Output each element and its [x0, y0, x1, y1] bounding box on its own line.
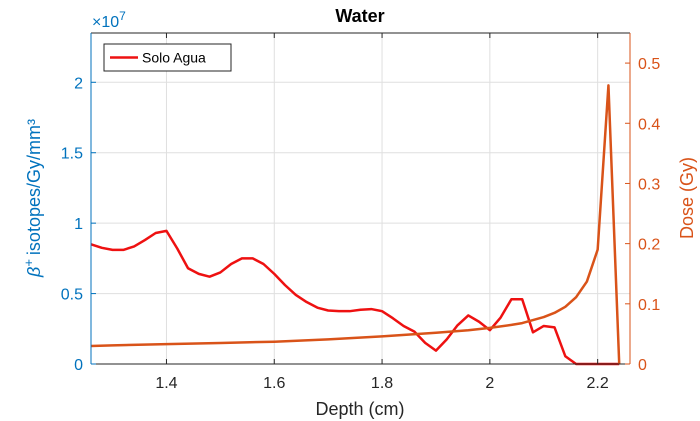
y-left-tick-label-3: 1.5: [61, 146, 83, 163]
x-tick-label-2: 1.8: [371, 375, 393, 392]
chart-title: Water: [335, 6, 384, 26]
y-right-tick-label-0: 0: [638, 357, 647, 374]
series-line-solo-agua: [91, 229, 620, 366]
series-layer: [91, 84, 621, 366]
y-right-tick-label-1: 0.1: [638, 297, 660, 314]
y-left-tick-label-0: 0: [74, 357, 83, 374]
left-axis-multiplier-exponent: 7: [119, 9, 126, 23]
y-right-tick-label-3: 0.3: [638, 176, 660, 193]
y-axis-right-label: Dose (Gy): [677, 157, 697, 239]
y-left-tick-label-2: 1: [74, 216, 83, 233]
x-tick-label-0: 1.4: [155, 375, 177, 392]
y-axis-left-label-superscript: +: [21, 259, 36, 267]
y-axis-left-label-text: isotopes/Gy/mm³: [24, 119, 44, 255]
tick-labels: 1.4 1.6 1.8 2 2.2 0 0.5 1 1.5 2 0 0.1 0.2 0.3 0.4 0.5: [61, 56, 661, 392]
legend-entry-solo-agua: Solo Agua: [142, 50, 206, 66]
x-axis-label: Depth (cm): [315, 399, 404, 419]
x-tick-label-4: 2.2: [587, 375, 609, 392]
y-left-tick-label-1: 0.5: [61, 287, 83, 304]
series-line-dose: [91, 84, 621, 365]
left-axis-multiplier-base: ×10: [92, 14, 119, 31]
y-axis-left-label-symbol: β: [24, 267, 44, 278]
y-left-tick-label-4: 2: [74, 75, 83, 92]
left-axis-multiplier: ×107: [92, 9, 126, 31]
x-tick-label-1: 1.6: [263, 375, 285, 392]
legend: Solo Agua: [103, 43, 232, 72]
y-axis-left-label: β+ isotopes/Gy/mm³: [21, 119, 44, 278]
axes: [90, 32, 631, 365]
y-right-tick-label-4: 0.4: [638, 116, 660, 133]
y-right-tick-label-2: 0.2: [638, 237, 660, 254]
y-right-tick-label-5: 0.5: [638, 56, 660, 73]
x-tick-label-3: 2: [485, 375, 494, 392]
